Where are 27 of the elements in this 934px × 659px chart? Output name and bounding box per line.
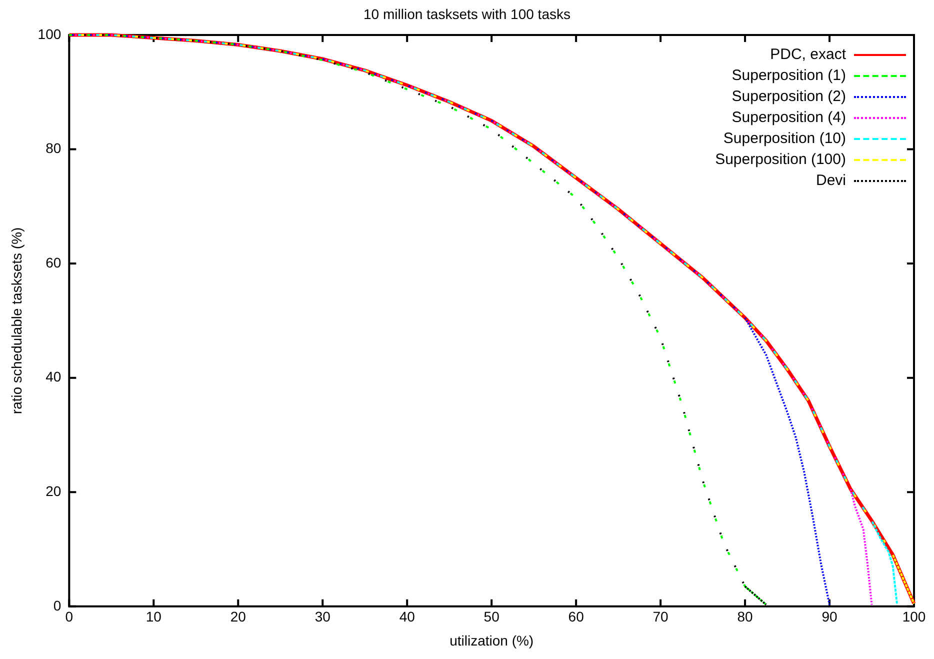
x-tick-label: 70 [652, 608, 669, 625]
y-tick-label: 60 [46, 254, 62, 270]
x-tick-label: 60 [568, 608, 584, 625]
x-tick-label: 10 [146, 608, 162, 625]
x-tick-label: 50 [484, 608, 500, 625]
legend-label: PDC, exact [770, 46, 846, 63]
y-tick-label: 80 [46, 140, 62, 156]
y-tick-label: 100 [38, 26, 62, 42]
x-tick-label: 20 [230, 608, 246, 625]
y-axis-title: ratio schedulable tasksets (%) [8, 227, 24, 414]
x-tick-label: 80 [737, 608, 754, 625]
chart-title: 10 million tasksets with 100 tasks [362, 6, 572, 22]
legend-label: Superposition (2) [732, 88, 846, 105]
x-tick-label: 100 [902, 608, 926, 625]
x-tick-label: 90 [822, 608, 838, 625]
x-tick-label: 0 [65, 608, 74, 625]
x-tick-label: 30 [314, 608, 331, 625]
legend-label: Superposition (100) [715, 151, 846, 168]
legend-label: Superposition (10) [723, 130, 846, 147]
x-tick-label: 40 [399, 608, 416, 625]
x-axis-title: utilization (%) [450, 632, 534, 648]
legend-label: Superposition (1) [732, 67, 846, 84]
legend-label: Devi [816, 172, 846, 189]
y-tick-label: 0 [53, 597, 62, 614]
legend-label: Superposition (4) [732, 109, 846, 126]
y-tick-label: 40 [46, 368, 62, 385]
y-tick-label: 20 [46, 482, 62, 499]
